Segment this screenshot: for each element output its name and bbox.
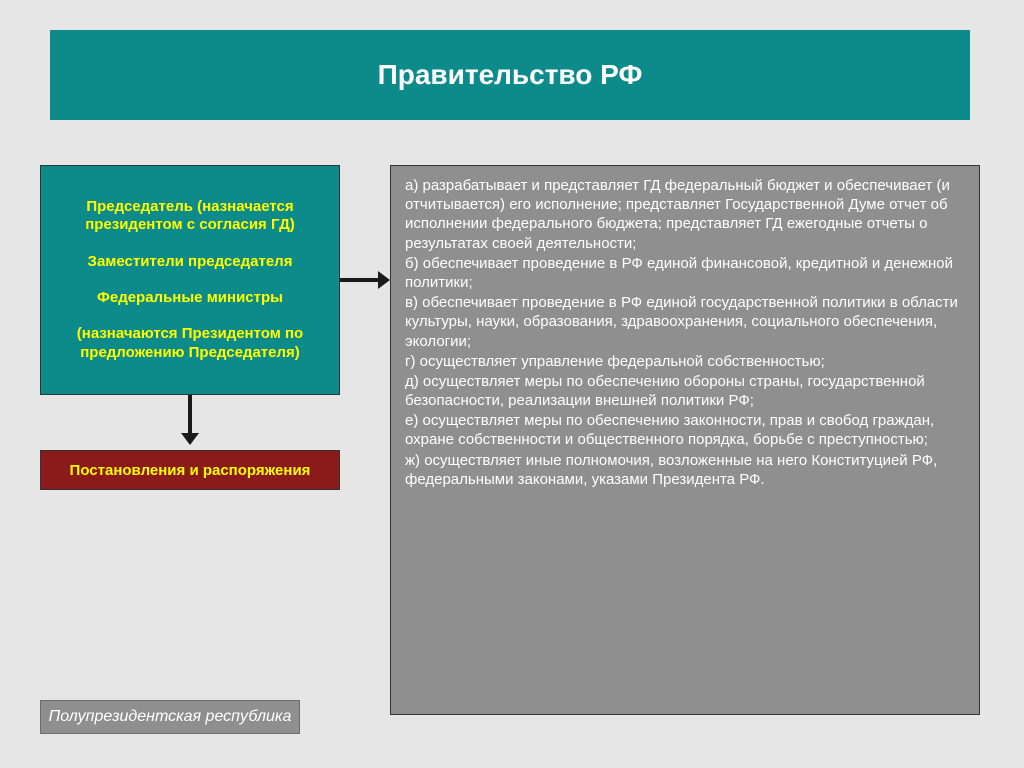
function-item-a: а) разрабатывает и представляет ГД федер… — [405, 176, 965, 253]
function-item-b: б) обеспечивает проведение в РФ единой ф… — [405, 254, 965, 292]
function-item-g: ж) осуществляет иные полномочия, возложе… — [405, 451, 965, 489]
composition-chairman: Председатель (назначается президентом с … — [51, 198, 329, 236]
arrow-right-icon — [340, 276, 386, 284]
decrees-box: Постановления и распоряжения — [40, 450, 340, 490]
composition-note: (назначаются Президентом по предложению … — [51, 325, 329, 363]
arrow-down-icon — [186, 395, 194, 441]
function-item-f: е) осуществляет меры по обеспечению зако… — [405, 411, 965, 449]
function-item-d: г) осуществляет управление федеральной с… — [405, 352, 965, 371]
composition-ministers: Федеральные министры — [51, 289, 329, 308]
composition-box: Председатель (назначается президентом с … — [40, 165, 340, 395]
function-item-e: д) осуществляет меры по обеспечению обор… — [405, 372, 965, 410]
slide-title: Правительство РФ — [378, 59, 643, 91]
title-bar: Правительство РФ — [50, 30, 970, 120]
composition-deputies: Заместители председателя — [51, 253, 329, 272]
slide-root: Правительство РФ Председатель (назначает… — [0, 0, 1024, 768]
functions-box: а) разрабатывает и представляет ГД федер… — [390, 165, 980, 715]
decrees-label: Постановления и распоряжения — [70, 462, 311, 479]
function-item-c: в) обеспечивает проведение в РФ единой г… — [405, 293, 965, 351]
footer-label: Полупрезидентская республика — [49, 708, 292, 726]
footer-tag: Полупрезидентская республика — [40, 700, 300, 734]
